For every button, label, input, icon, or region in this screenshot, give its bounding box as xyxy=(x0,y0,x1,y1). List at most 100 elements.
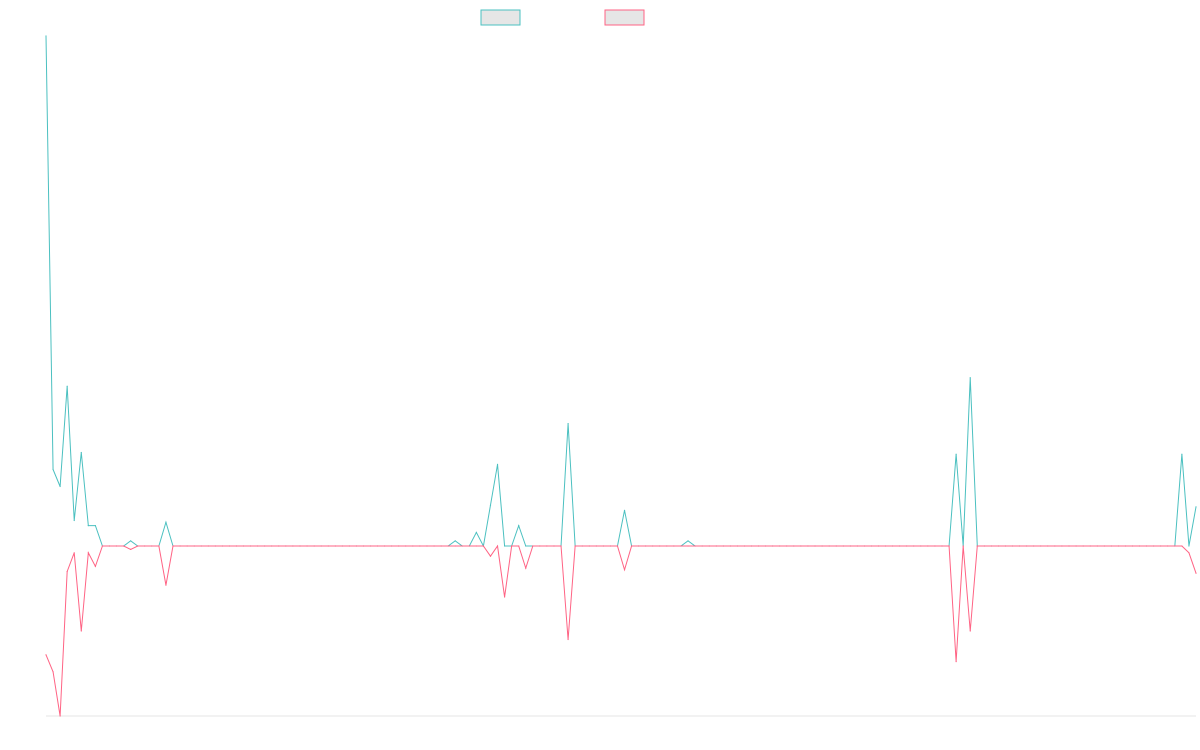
series-1-point xyxy=(66,385,68,387)
series-2-point xyxy=(292,545,294,547)
series-2-point xyxy=(920,545,922,547)
series-2-point xyxy=(807,545,809,547)
series-2-point xyxy=(786,545,788,547)
series-2-point xyxy=(1047,545,1049,547)
series-2-point xyxy=(673,545,675,547)
series-2-point xyxy=(623,569,626,571)
series-2-point xyxy=(496,545,499,547)
series-2-point xyxy=(377,545,379,547)
series-2-point xyxy=(384,545,386,547)
series-1-point xyxy=(496,463,499,465)
series-2-point xyxy=(52,671,54,673)
series-1-point xyxy=(87,525,89,527)
series-2-point xyxy=(320,545,322,547)
series-2-point xyxy=(560,545,562,547)
series-2-point xyxy=(729,545,731,547)
series-1-point xyxy=(80,451,82,454)
series-2-point xyxy=(814,545,816,547)
series-2-point xyxy=(489,555,492,557)
series-2-point xyxy=(941,545,943,547)
series-2-point xyxy=(278,545,280,547)
series-2-point xyxy=(1004,545,1007,547)
series-2-point xyxy=(863,545,866,547)
series-1-point xyxy=(165,521,167,523)
series-2-point xyxy=(144,545,146,547)
series-2-point xyxy=(1124,545,1127,547)
series-2-point xyxy=(1117,545,1119,547)
series-2-point xyxy=(108,545,111,547)
series-2-point xyxy=(1167,545,1169,547)
series-2-point xyxy=(983,545,985,547)
series-2-point xyxy=(1089,545,1091,547)
series-1-point xyxy=(1195,506,1197,508)
series-2-point xyxy=(877,545,880,547)
series-2-point xyxy=(955,661,957,663)
series-2-point xyxy=(899,545,901,547)
series-2-point xyxy=(306,545,308,547)
series-2-point xyxy=(433,545,435,547)
series-2-point xyxy=(539,545,541,547)
series-2-point xyxy=(137,545,139,547)
series-2-point xyxy=(715,545,717,547)
series-2-point xyxy=(101,545,104,547)
series-2-point xyxy=(1068,545,1070,547)
series-2-point xyxy=(468,545,470,547)
series-1-point xyxy=(525,545,527,547)
series-2-point xyxy=(800,545,802,547)
series-2-point xyxy=(250,545,252,547)
series-2-point xyxy=(271,545,273,547)
series-2-point xyxy=(736,545,739,547)
series-line-2 xyxy=(45,544,1197,717)
series-2-point xyxy=(207,545,209,547)
series-2-point xyxy=(927,545,929,547)
series-2-point xyxy=(115,545,118,547)
series-2-point xyxy=(532,545,534,547)
series-2-point xyxy=(1195,572,1197,574)
series-2-point xyxy=(405,545,407,547)
series-2-point xyxy=(327,545,329,547)
series-2-point xyxy=(440,545,442,547)
series-2-point xyxy=(602,545,604,547)
series-2-point xyxy=(313,545,315,547)
series-2-point xyxy=(913,545,915,547)
series-2-point xyxy=(200,545,202,547)
series-1-point xyxy=(623,509,626,511)
series-2-point xyxy=(355,545,358,547)
series-2-point xyxy=(73,552,75,554)
series-2-point xyxy=(828,545,830,547)
series-2-point xyxy=(772,545,774,547)
series-2-point xyxy=(793,545,795,547)
series-2-point xyxy=(511,545,513,547)
series-2-point xyxy=(1054,545,1056,547)
series-2-point xyxy=(1019,545,1021,547)
series-2-point xyxy=(722,545,724,547)
series-2-point xyxy=(1181,545,1183,547)
series-2-point xyxy=(595,545,597,547)
series-2-point xyxy=(257,545,259,547)
series-2-point xyxy=(1033,545,1035,547)
series-2-point xyxy=(334,545,336,547)
series-1-point xyxy=(45,35,47,37)
series-2-point xyxy=(553,545,555,547)
series-2-point xyxy=(546,545,548,547)
series-1-point xyxy=(687,540,689,542)
series-2-point xyxy=(419,545,421,547)
series-2-point xyxy=(609,545,612,547)
series-2-point xyxy=(1075,545,1077,547)
series-2-point xyxy=(765,545,767,547)
series-2-point xyxy=(45,654,47,656)
series-2-point xyxy=(369,545,372,547)
series-2-point xyxy=(1061,545,1063,547)
series-2-point xyxy=(743,545,746,547)
series-2-point xyxy=(1146,545,1148,547)
series-2-point xyxy=(757,545,760,547)
series-2-point xyxy=(849,545,851,547)
series-2-point xyxy=(1138,545,1141,547)
series-2-point xyxy=(884,545,887,547)
series-1-point xyxy=(567,423,569,425)
series-2-point xyxy=(990,545,993,547)
series-2-point xyxy=(1174,545,1176,547)
series-2-point xyxy=(348,545,350,547)
series-2-point xyxy=(503,596,506,598)
